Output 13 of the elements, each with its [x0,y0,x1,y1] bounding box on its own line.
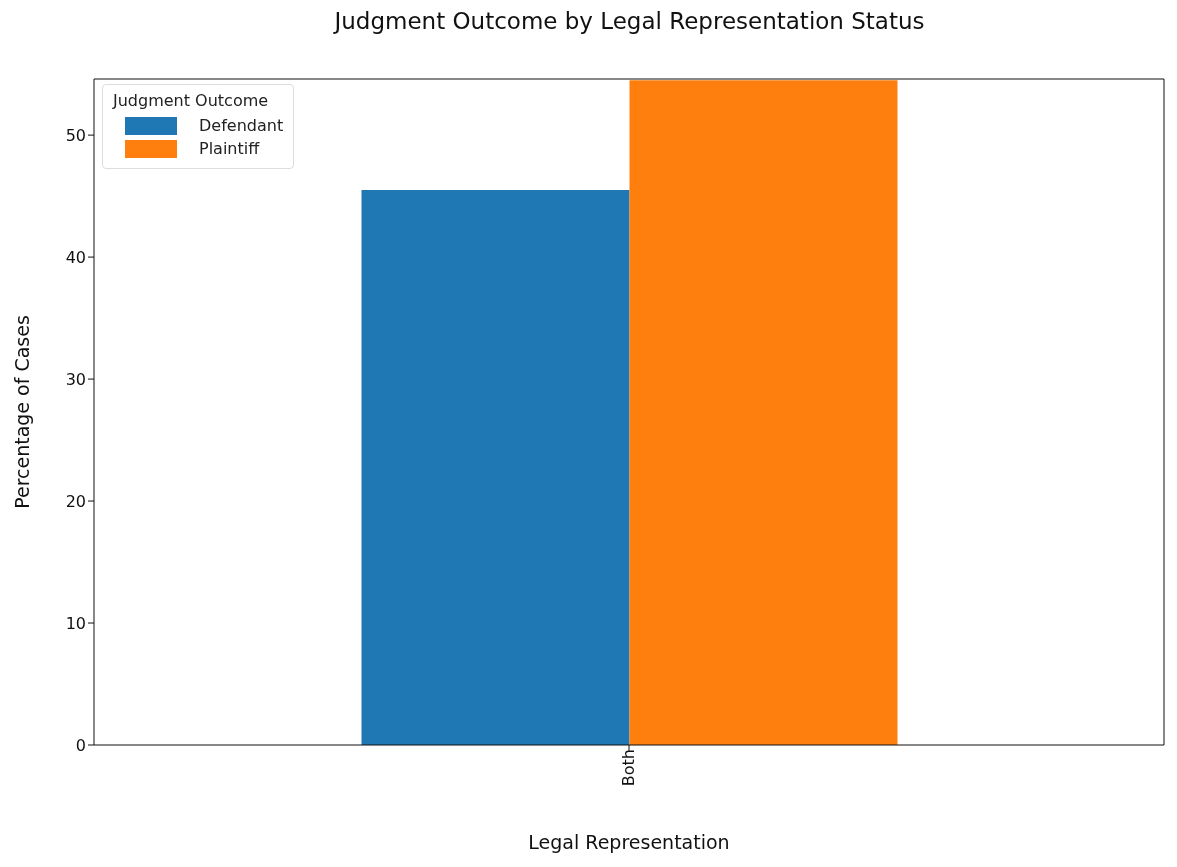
legend-label: Plaintiff [199,139,260,158]
y-tick-label: 0 [75,735,86,755]
y-tick-label: 30 [65,369,86,389]
x-tick-label: Both [619,749,639,787]
legend-title: Judgment Outcome [113,91,270,110]
y-axis-title: Percentage of Cases [10,315,33,509]
legend-label: Defendant [199,116,284,135]
y-tick-label: 40 [65,247,86,267]
y-tick-label: 50 [65,125,86,145]
x-axis-title: Legal Representation [528,831,730,853]
y-tick-label: 10 [65,613,86,633]
chart-title: Judgment Outcome by Legal Representation Status [332,8,926,34]
y-tick-label: 20 [65,491,86,511]
